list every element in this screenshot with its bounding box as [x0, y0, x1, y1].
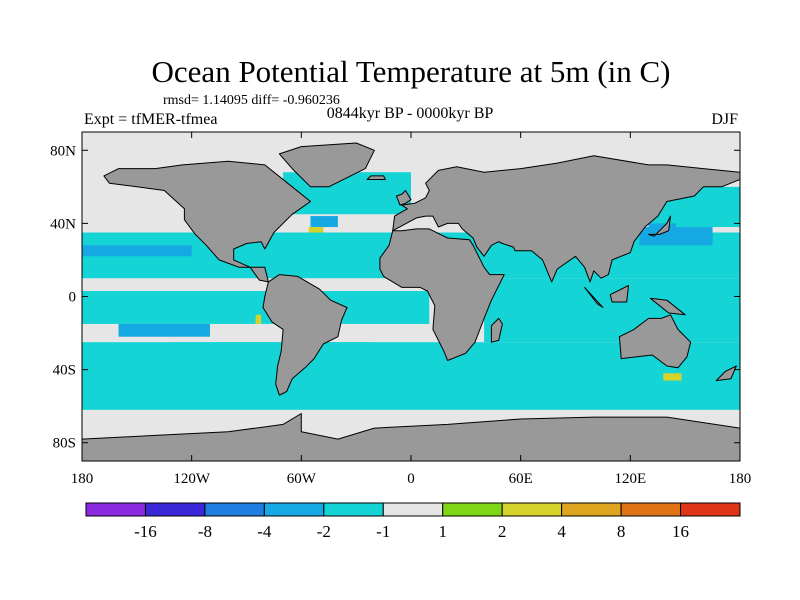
- colorbar-label: -1: [376, 522, 390, 541]
- colorbar-label: -4: [257, 522, 272, 541]
- land-mass-14: [82, 413, 740, 461]
- y-tick-label: 80S: [53, 436, 76, 452]
- colorbar-label: -16: [134, 522, 157, 541]
- colorbar-swatch: [382, 502, 444, 517]
- colorbar-swatch: [204, 502, 265, 517]
- y-tick-label: 40N: [50, 216, 76, 232]
- x-tick-label: 180: [71, 471, 94, 487]
- land-mass-9: [649, 297, 686, 316]
- anomaly-region-8: [82, 245, 192, 257]
- chart-title: Ocean Potential Temperature at 5m (in C): [152, 54, 671, 89]
- y-tick-label: 40S: [53, 363, 76, 379]
- land-mass-6: [490, 317, 503, 343]
- anomaly-region-4: [484, 278, 740, 343]
- colorbar-label: 4: [557, 522, 566, 541]
- colorbar-swatch: [680, 502, 741, 517]
- period-label: 0844kyr BP - 0000kyr BP: [327, 105, 494, 122]
- land-mass-2: [278, 142, 375, 188]
- land-mass-3: [379, 228, 505, 361]
- x-tick-label: 60E: [509, 471, 533, 487]
- colorbar-swatch: [501, 502, 563, 517]
- anomaly-region-1: [173, 342, 375, 379]
- colorbar-label: 16: [672, 522, 689, 541]
- colorbar-swatch: [85, 502, 146, 517]
- colorbar-swatch: [263, 502, 325, 517]
- anomaly-region-12: [310, 216, 338, 228]
- colorbar-label: -2: [317, 522, 331, 541]
- land-mass-0: [103, 160, 311, 283]
- stats-label: rmsd= 1.14095 diff= -0.960236: [163, 93, 340, 108]
- land-mass-1: [262, 274, 348, 396]
- colorbar-label: -8: [198, 522, 212, 541]
- anomaly-region-15: [663, 373, 682, 381]
- colorbar-swatch: [144, 502, 206, 517]
- colorbar-swatch: [442, 502, 503, 517]
- land-mass-5: [618, 314, 692, 369]
- anomaly-region-9: [118, 323, 210, 337]
- y-tick-label: 80N: [50, 143, 76, 159]
- colorbar-label: 8: [617, 522, 626, 541]
- map-area: [81, 131, 741, 462]
- land-mass-11: [395, 190, 412, 206]
- colorbar: -16 -8 -4 -2 -1 1 2 4 8 16: [85, 502, 741, 541]
- land-mass-4: [392, 155, 740, 283]
- land-mass-13: [715, 365, 737, 382]
- x-tick-label: 120W: [173, 471, 211, 487]
- colorbar-swatch: [620, 502, 682, 517]
- experiment-label: Expt = tfMER-tfmea: [84, 111, 217, 128]
- x-tick-label: 60W: [287, 471, 317, 487]
- colorbar-swatch: [561, 502, 622, 517]
- land-mass-7: [584, 286, 604, 308]
- season-label: DJF: [711, 111, 738, 128]
- anomaly-region-14: [255, 314, 262, 324]
- x-tick-label: 180: [729, 471, 752, 487]
- colorbar-label: 2: [498, 522, 507, 541]
- colorbar-label: 1: [438, 522, 447, 541]
- land-mass-8: [609, 285, 629, 303]
- x-tick-label: 120E: [614, 471, 646, 487]
- y-tick-label: 0: [69, 290, 77, 306]
- land-mass-12: [366, 175, 386, 180]
- land-mass-10: [648, 215, 671, 237]
- map-axes: 180 120W 60W 0 60E 120E 180 80N 40N 0 40S 80S: [50, 132, 751, 487]
- colorbar-swatch: [323, 502, 384, 517]
- x-tick-label: 0: [407, 471, 415, 487]
- anomaly-region-13: [308, 227, 324, 233]
